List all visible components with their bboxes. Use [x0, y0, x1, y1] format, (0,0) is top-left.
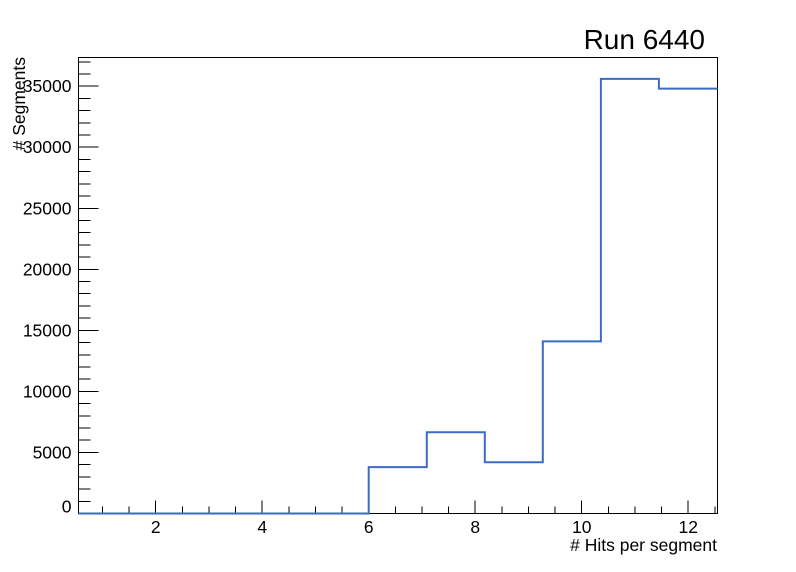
- y-tick-label: 30000: [23, 137, 72, 157]
- x-tick-label: 2: [151, 517, 161, 537]
- y-tick-label: 0: [62, 497, 72, 517]
- y-tick-label: 35000: [23, 76, 72, 96]
- y-tick-label: 10000: [23, 381, 72, 401]
- x-tick-label: 10: [572, 517, 592, 537]
- chart-title: Run 6440: [584, 24, 705, 55]
- x-tick-label: 12: [678, 517, 697, 537]
- y-tick-label: 5000: [33, 442, 72, 462]
- x-tick-label: 8: [470, 517, 480, 537]
- y-tick-label: 25000: [23, 198, 72, 218]
- x-tick-label: 6: [364, 517, 374, 537]
- x-tick-label: 4: [257, 517, 267, 537]
- y-tick-label: 20000: [23, 259, 72, 279]
- y-axis-title: # Segments: [9, 57, 29, 151]
- plot-layer: 0 5000 10000 15000 20000 25000 30000 35000 2 4 6 8 1…: [23, 57, 718, 537]
- plot-frame: [78, 57, 718, 514]
- y-tick-label: 15000: [23, 320, 72, 340]
- x-axis-title: # Hits per segment: [570, 535, 717, 555]
- histogram-line: [78, 77, 718, 515]
